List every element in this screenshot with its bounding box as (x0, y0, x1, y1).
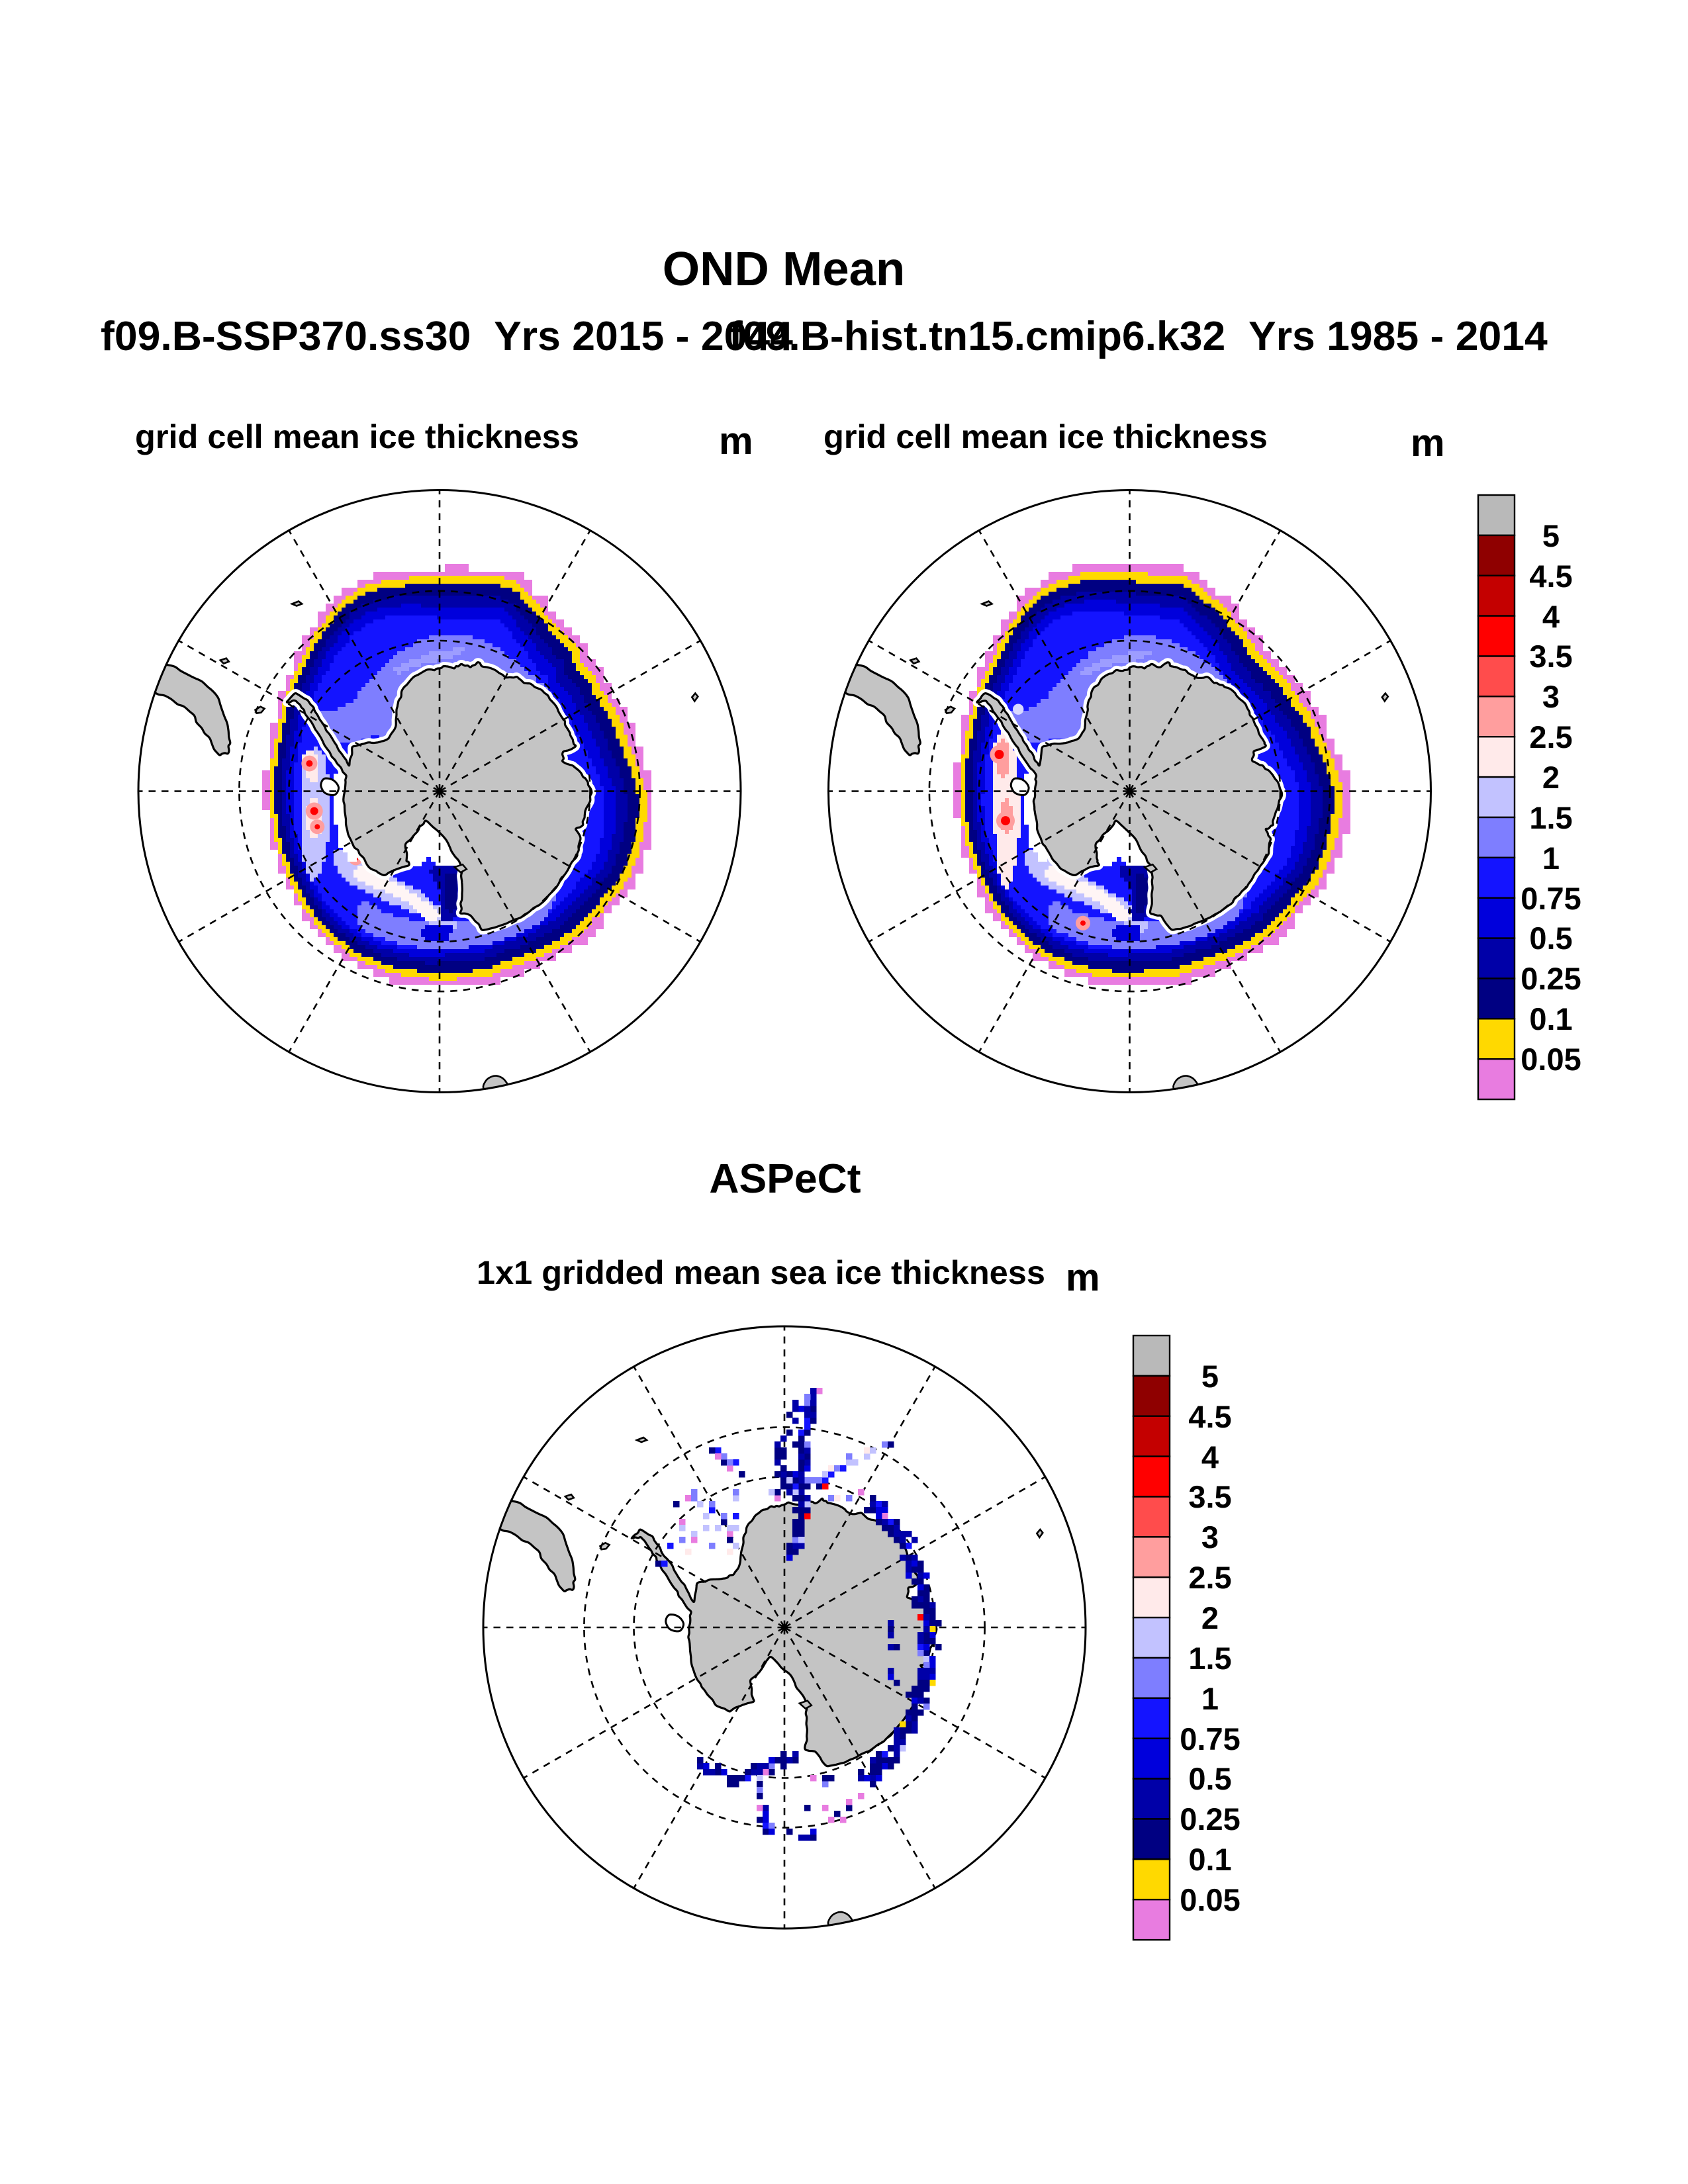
svg-text:f09.B-SSP370.ss30 Yrs 2015 -: f09.B-SSP370.ss30 Yrs 2015 - 2044 (101, 313, 793, 359)
svg-text:1: 1 (1542, 841, 1560, 876)
svg-text:5: 5 (1201, 1359, 1219, 1394)
svg-text:m: m (719, 420, 753, 463)
svg-text:grid cell mean ice thickness: grid cell mean ice thickness (135, 418, 579, 455)
svg-text:0.05: 0.05 (1521, 1042, 1581, 1077)
svg-text:0.1: 0.1 (1529, 1001, 1572, 1036)
svg-text:4.5: 4.5 (1188, 1399, 1231, 1434)
svg-text:3.5: 3.5 (1188, 1479, 1231, 1514)
svg-text:0.75: 0.75 (1180, 1721, 1240, 1756)
svg-text:0.5: 0.5 (1529, 921, 1572, 956)
svg-text:0.05: 0.05 (1180, 1882, 1240, 1917)
svg-text:2: 2 (1201, 1600, 1219, 1635)
svg-text:0.25: 0.25 (1180, 1801, 1240, 1837)
svg-text:ASPeCt: ASPeCt (709, 1156, 861, 1202)
svg-text:0.75: 0.75 (1521, 881, 1581, 916)
svg-text:1.5: 1.5 (1529, 800, 1572, 835)
svg-text:f09.B-hist.tn15.cmip6.k32 Yrs: f09.B-hist.tn15.cmip6.k32 Yrs 1985 - 201… (729, 313, 1548, 359)
svg-text:0.25: 0.25 (1521, 961, 1581, 996)
svg-text:1: 1 (1201, 1681, 1219, 1716)
svg-text:2: 2 (1542, 760, 1560, 795)
svg-text:4: 4 (1542, 599, 1560, 634)
svg-text:grid cell mean ice thickness: grid cell mean ice thickness (823, 418, 1268, 455)
svg-text:1.5: 1.5 (1188, 1641, 1231, 1676)
svg-text:m: m (1411, 422, 1445, 465)
svg-text:0.1: 0.1 (1188, 1842, 1231, 1877)
svg-text:1x1 gridded mean sea ice thick: 1x1 gridded mean sea ice thickness (477, 1253, 1045, 1291)
svg-text:0.5: 0.5 (1188, 1761, 1231, 1796)
svg-text:2.5: 2.5 (1529, 719, 1572, 754)
svg-text:3: 3 (1542, 679, 1560, 714)
svg-text:3: 3 (1201, 1520, 1219, 1555)
svg-text:3.5: 3.5 (1529, 639, 1572, 674)
svg-text:m: m (1066, 1256, 1100, 1299)
svg-text:OND Mean: OND Mean (663, 242, 906, 296)
svg-text:4.5: 4.5 (1529, 559, 1572, 594)
svg-text:5: 5 (1542, 518, 1560, 553)
svg-text:2.5: 2.5 (1188, 1560, 1231, 1595)
svg-text:4: 4 (1201, 1439, 1219, 1475)
